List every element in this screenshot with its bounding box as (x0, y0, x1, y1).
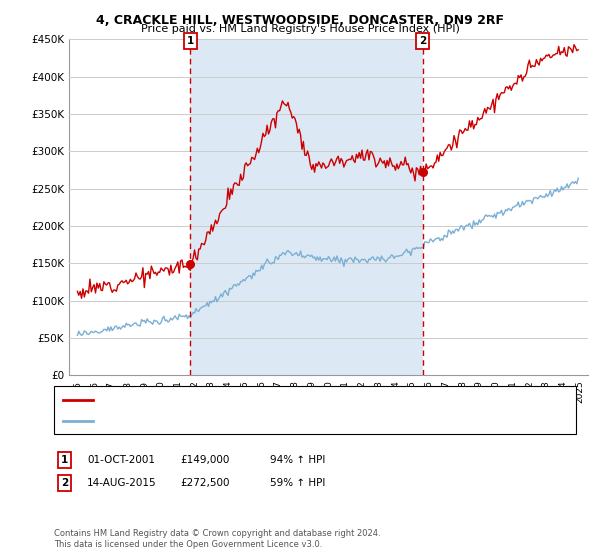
Text: £272,500: £272,500 (180, 478, 229, 488)
Text: 4, CRACKLE HILL, WESTWOODSIDE, DONCASTER, DN9 2RF: 4, CRACKLE HILL, WESTWOODSIDE, DONCASTER… (96, 14, 504, 27)
Text: 4, CRACKLE HILL, WESTWOODSIDE, DONCASTER, DN9 2RF (detached house): 4, CRACKLE HILL, WESTWOODSIDE, DONCASTER… (99, 395, 475, 405)
Text: 59% ↑ HPI: 59% ↑ HPI (270, 478, 325, 488)
Text: 94% ↑ HPI: 94% ↑ HPI (270, 455, 325, 465)
Text: 1: 1 (61, 455, 68, 465)
Text: Price paid vs. HM Land Registry's House Price Index (HPI): Price paid vs. HM Land Registry's House … (140, 24, 460, 34)
Bar (190, 39, 422, 375)
Text: £149,000: £149,000 (180, 455, 229, 465)
Text: Contains HM Land Registry data © Crown copyright and database right 2024.
This d: Contains HM Land Registry data © Crown c… (54, 529, 380, 549)
Text: 2: 2 (419, 36, 426, 46)
Text: 1: 1 (187, 36, 194, 46)
Text: 2: 2 (61, 478, 68, 488)
Text: 14-AUG-2015: 14-AUG-2015 (87, 478, 157, 488)
Text: HPI: Average price, detached house, North Lincolnshire: HPI: Average price, detached house, Nort… (99, 416, 369, 426)
Text: 01-OCT-2001: 01-OCT-2001 (87, 455, 155, 465)
